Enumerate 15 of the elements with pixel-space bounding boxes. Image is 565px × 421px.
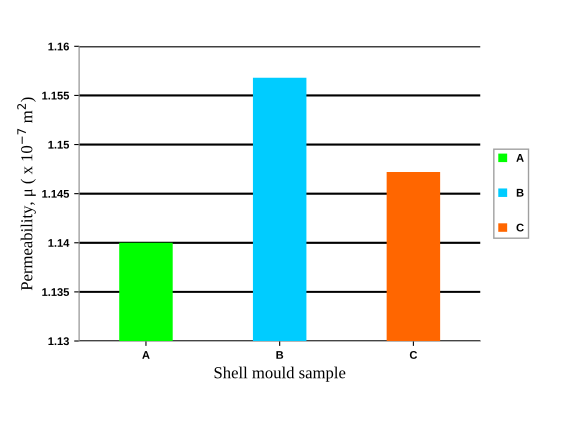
y-tick-label: 1.15	[48, 140, 70, 149]
y-tick-label: 1.13	[48, 337, 69, 346]
x-tick-label: C	[410, 351, 418, 359]
y-tick-label: 1.155	[42, 92, 70, 100]
y-tick-label: 1.16	[48, 42, 69, 50]
legend-label: A	[516, 154, 524, 162]
y-axis-title: Permeability, μ ( x 10$^{−7}$ m$^{2}$)	[17, 97, 36, 290]
y-tick-label: 1.14	[48, 239, 70, 247]
legend-label: B	[516, 188, 524, 197]
x-axis-title: Shell mould sample	[214, 366, 346, 382]
y-tick-label: 1.135	[42, 288, 70, 296]
legend-label: C	[516, 224, 524, 232]
x-tick-label: B	[276, 351, 284, 359]
y-tick-label: 1.145	[42, 190, 70, 198]
x-tick-label: A	[142, 351, 150, 359]
